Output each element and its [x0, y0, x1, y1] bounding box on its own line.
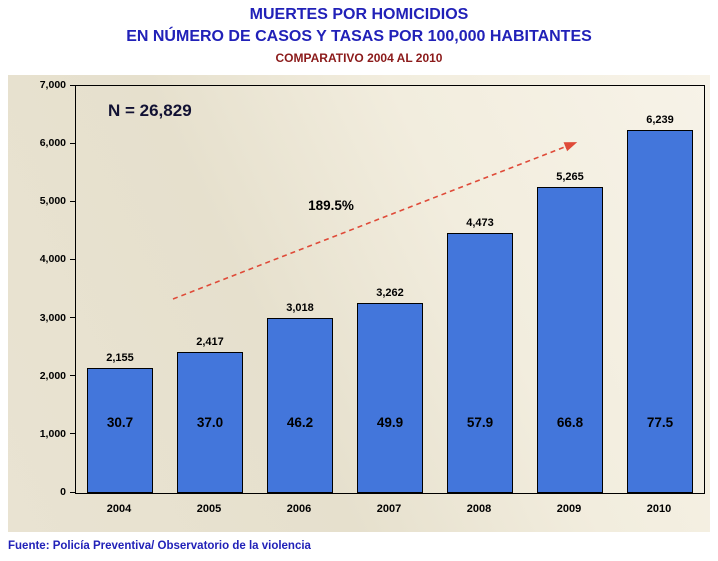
- bar-slot: 3,262 49.9: [357, 86, 423, 493]
- bar-value-label: 6,239: [646, 114, 674, 127]
- y-axis: 0 1,000 2,000 3,000 4,000 5,000 6,000 7,000: [8, 79, 75, 498]
- y-tick: 0: [60, 486, 75, 498]
- bar-value-label: 4,473: [466, 216, 494, 229]
- y-tick-mark: [70, 258, 75, 260]
- y-tick-mark: [70, 433, 75, 435]
- y-tick: 5,000: [40, 195, 75, 207]
- chart-subtitle: EN NÚMERO DE CASOS Y TASAS POR 100,000 H…: [126, 28, 592, 45]
- bar-rate-label: 49.9: [376, 415, 404, 430]
- bar-slot: 5,265 66.8: [537, 86, 603, 493]
- x-tick-label: 2009: [556, 503, 582, 515]
- chart-header: MUERTES POR HOMICIDIOS EN NÚMERO DE CASO…: [0, 4, 718, 65]
- bar-rate-label: 77.5: [646, 415, 674, 430]
- y-tick-mark: [70, 491, 75, 493]
- y-tick-mark: [70, 200, 75, 202]
- bar-2008: 4,473 57.9: [447, 217, 513, 493]
- bar-2006: 3,018 46.2: [267, 302, 333, 493]
- y-tick-label: 0: [60, 486, 66, 498]
- x-tick-label: 2004: [106, 503, 132, 515]
- growth-annotation: 189.5%: [308, 198, 354, 213]
- y-tick-label: 2,000: [39, 369, 66, 382]
- source-note: Fuente: Policía Preventiva/ Observatorio…: [8, 540, 311, 552]
- y-tick: 6,000: [40, 137, 75, 149]
- bar-value-label: 5,265: [556, 170, 584, 183]
- y-tick-mark: [70, 84, 75, 86]
- y-tick-mark: [70, 142, 75, 144]
- bar-rate-label: 30.7: [106, 415, 134, 430]
- x-tick-label: 2006: [286, 503, 312, 515]
- x-tick-label: 2010: [646, 503, 672, 515]
- bar-slot: 3,018 46.2: [267, 86, 333, 493]
- bar-value-label: 2,417: [196, 336, 224, 349]
- bar-slot: 4,473 57.9: [447, 86, 513, 493]
- bar-rate-label: 46.2: [286, 415, 314, 430]
- y-tick: 1,000: [40, 428, 75, 440]
- chart-title: MUERTES POR HOMICIDIOS: [249, 6, 469, 23]
- y-tick: 7,000: [40, 79, 75, 91]
- x-tick-label: 2007: [376, 503, 402, 515]
- x-tick-label: 2008: [466, 503, 492, 515]
- chart-area: N = 26,829 0 1,000 2,000 3,000 4,000 5,000 6,0…: [8, 75, 710, 532]
- bar-2010: 6,239 77.5: [627, 114, 693, 493]
- bar-value-label: 2,155: [106, 351, 134, 364]
- y-tick-mark: [70, 375, 75, 377]
- y-tick-label: 5,000: [39, 195, 66, 208]
- chart-period: COMPARATIVO 2004 AL 2010: [275, 51, 443, 65]
- x-tick-label: 2005: [196, 503, 222, 515]
- bar-2007: 3,262 49.9: [357, 287, 423, 493]
- y-tick-label: 7,000: [39, 79, 66, 91]
- y-tick-label: 6,000: [39, 137, 66, 150]
- x-axis: 2004 2005 2006 2007 2008 2009 2010: [75, 503, 703, 515]
- bar-rate-label: 57.9: [466, 415, 494, 430]
- bar-2005: 2,417 37.0: [177, 336, 243, 493]
- bar-value-label: 3,018: [286, 301, 314, 314]
- y-tick-mark: [70, 317, 75, 319]
- bars-container: 2,155 30.7 2,417 37.0 3,018 46.2 3,262 49.9 4,47…: [76, 86, 704, 493]
- y-tick-label: 4,000: [39, 253, 66, 266]
- bar-rate-label: 37.0: [196, 415, 224, 430]
- bar-2004: 2,155 30.7: [87, 352, 153, 493]
- y-tick: 4,000: [40, 253, 75, 265]
- n-total-annotation: N = 26,829: [108, 101, 192, 120]
- y-tick-label: 1,000: [39, 427, 66, 440]
- y-tick-label: 3,000: [39, 311, 66, 324]
- bar-value-label: 3,262: [376, 287, 404, 300]
- y-tick: 2,000: [40, 370, 75, 382]
- bar-rate-label: 66.8: [556, 415, 584, 430]
- y-tick: 3,000: [40, 312, 75, 324]
- bar-slot: 6,239 77.5: [627, 86, 693, 493]
- bar-slot: 2,417 37.0: [177, 86, 243, 493]
- bar-2009: 5,265 66.8: [537, 171, 603, 493]
- bar-slot: 2,155 30.7: [87, 86, 153, 493]
- plot-box: 189.5% 2,155 30.7 2,417 37.0 3,018 46.2 3,262 4…: [75, 85, 705, 494]
